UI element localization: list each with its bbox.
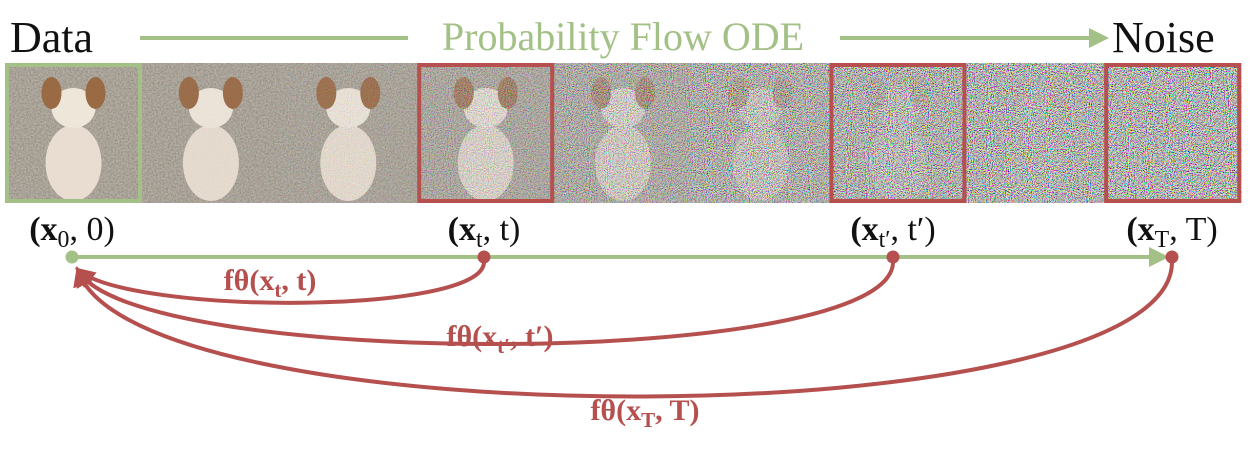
image <box>1104 63 1242 203</box>
mapping-label-sub: T <box>641 408 655 432</box>
mapping-label-sub: t <box>274 278 281 302</box>
point-label: (xt, t) <box>448 211 521 253</box>
frame <box>1104 63 1242 203</box>
noise <box>417 63 555 203</box>
frame <box>5 63 142 203</box>
point-dot <box>65 250 79 264</box>
point-label-main: (x <box>1126 211 1154 248</box>
point-label-rest: , t) <box>483 211 521 248</box>
image <box>966 63 1104 203</box>
dog-head <box>51 88 96 128</box>
mapping-curve <box>76 261 895 346</box>
point-label-main: (x <box>850 211 878 248</box>
mapping-label: fθ(xt, t) <box>224 264 317 302</box>
point-label-main: (x <box>448 211 476 248</box>
ode-label: Probability Flow ODE <box>442 14 804 59</box>
point-label-rest: , T) <box>1169 211 1217 248</box>
point-label-rest: , t′) <box>890 211 935 248</box>
image <box>692 63 829 203</box>
image <box>417 63 555 203</box>
point-label: (x0, 0) <box>29 211 115 253</box>
noise <box>142 63 280 203</box>
image <box>554 63 692 203</box>
dog-body <box>45 125 102 201</box>
image <box>5 63 142 203</box>
mapping-label-main: fθ(x <box>447 320 498 353</box>
noise <box>829 63 967 203</box>
mapping-label-rest: , T) <box>655 394 699 427</box>
point-label-sub: t′ <box>879 227 891 253</box>
point-label-main: (x <box>29 211 57 248</box>
point-label-rest: , 0) <box>69 211 114 248</box>
mapping-label-rest: , t) <box>281 264 316 297</box>
labels: (x0, 0) (xt, t) (xt′, t′) (xT, T)fθ(xt, t)f… <box>29 211 1217 432</box>
noise <box>692 63 829 203</box>
point-dot <box>886 250 900 264</box>
mapping-label-main: fθ(x <box>590 394 641 427</box>
image-strip <box>5 63 1242 203</box>
frame <box>417 63 555 203</box>
mapping-label: fθ(xt′, t′) <box>447 320 554 358</box>
mapping-label-sub: t′ <box>497 334 510 358</box>
image <box>279 63 417 203</box>
dog-ear <box>85 77 106 109</box>
dog-ear <box>41 77 62 109</box>
consistency-curves <box>73 261 1174 399</box>
point-label-sub: 0 <box>58 227 70 253</box>
point-dot <box>1165 250 1179 264</box>
point-dot <box>477 250 491 264</box>
data-label: Data <box>10 13 93 62</box>
noise <box>279 63 417 203</box>
point-label: (xt′, t′) <box>850 211 935 253</box>
image <box>142 63 280 203</box>
mapping-label-rest: , t′) <box>510 320 553 353</box>
point-label-sub: T <box>1155 227 1170 253</box>
mapping-curve <box>73 261 1174 399</box>
mapping-label: fθ(xT, T) <box>590 394 699 432</box>
frame <box>829 63 967 203</box>
point-label: (xT, T) <box>1126 211 1217 253</box>
noise <box>1104 63 1242 203</box>
noise-label: Noise <box>1112 13 1215 62</box>
point-label-sub: t <box>476 227 483 253</box>
noise <box>966 63 1104 203</box>
noise <box>554 63 692 203</box>
mapping-curve <box>74 261 486 305</box>
image <box>829 63 967 203</box>
mapping-label-main: fθ(x <box>224 264 275 297</box>
